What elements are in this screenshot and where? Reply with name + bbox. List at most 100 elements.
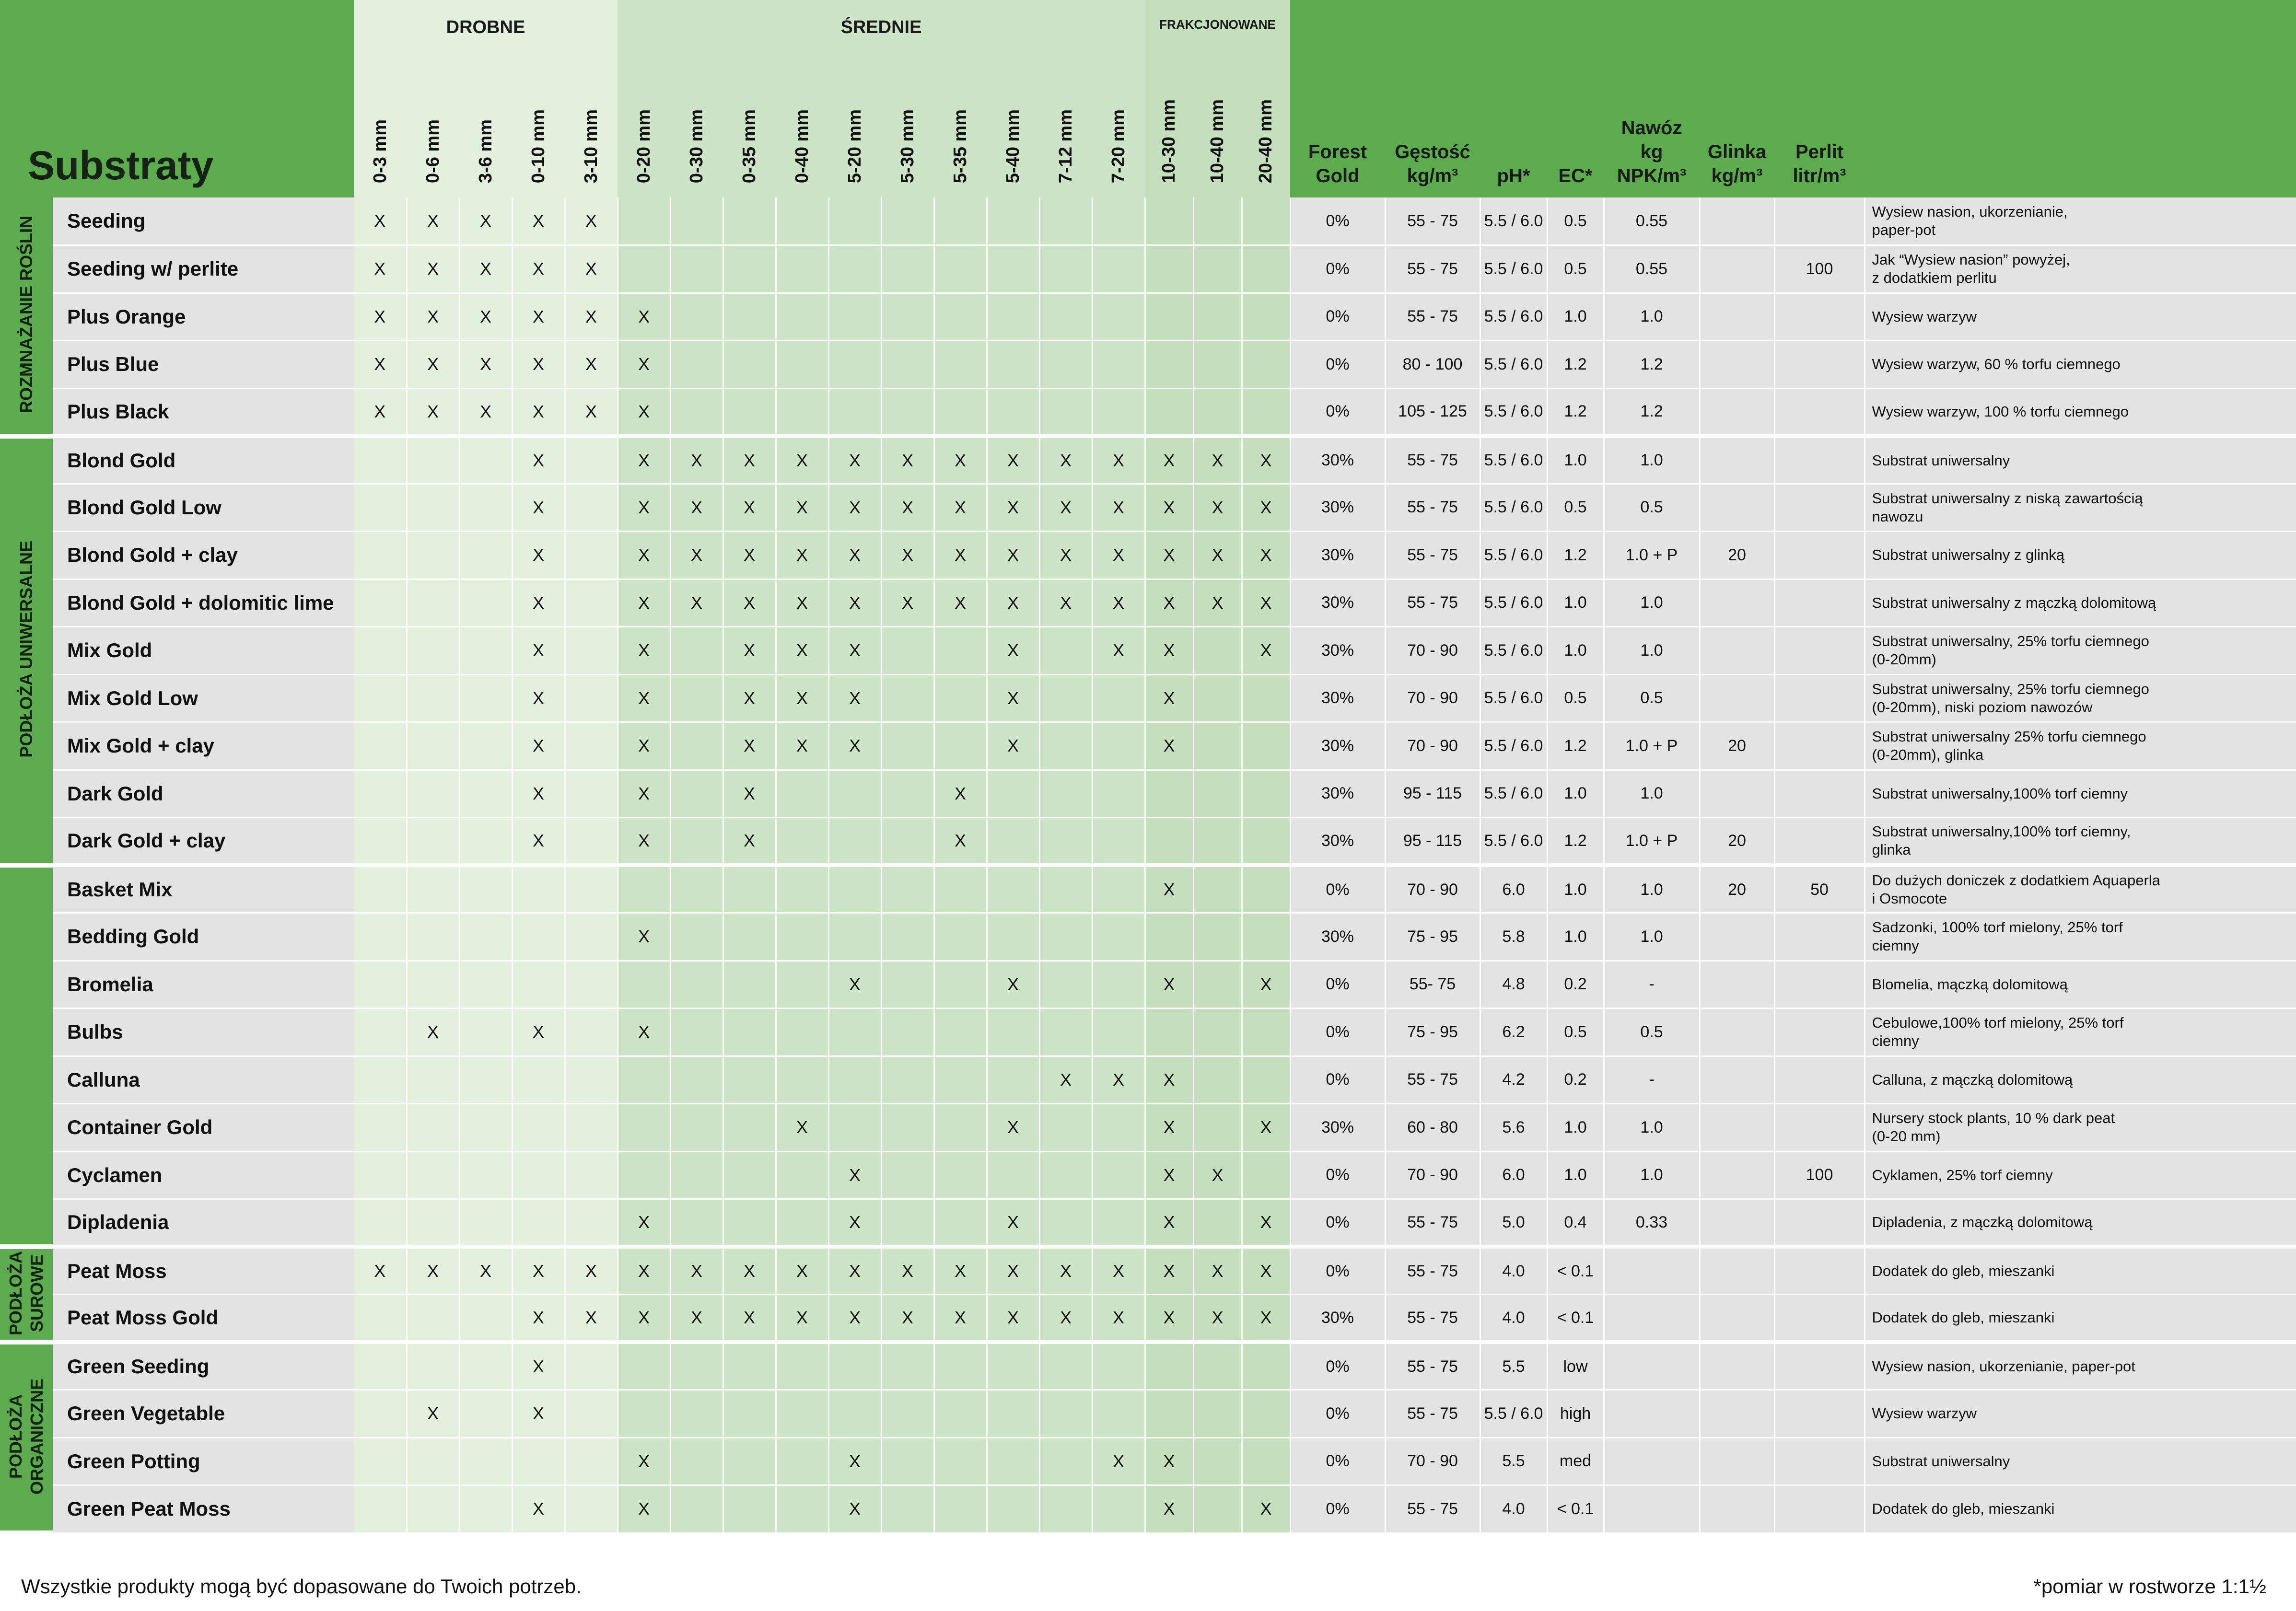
property-perlite (1774, 1247, 1865, 1295)
size-cell: X (1145, 1294, 1194, 1343)
property-clay: 20 (1700, 865, 1775, 914)
table-row: Blond Gold + clay X X X X X X X X X X X X X X 30% 55 - 7… (0, 531, 2296, 580)
size-cell: X (1145, 1485, 1194, 1534)
size-cell (987, 865, 1040, 914)
size-cell (881, 913, 935, 962)
size-cell (1039, 674, 1093, 723)
size-cell: X (1242, 484, 1291, 532)
property-clay (1700, 436, 1775, 485)
size-cell (1193, 1437, 1243, 1486)
size-cell (354, 674, 408, 723)
size-cell (354, 1342, 408, 1391)
property-fg: 0% (1290, 961, 1386, 1009)
product-description: Substrat uniwersalny,100% torf ciemny (1865, 770, 2296, 818)
property-ec: high (1547, 1390, 1605, 1438)
size-cell: X (987, 1247, 1040, 1295)
property-clay (1700, 1247, 1775, 1295)
size-cell (828, 1342, 882, 1391)
table-row: Dark Gold + clay X X X X 30% 95 - 115 5.5 / 6.0… (0, 817, 2296, 866)
size-cell: X (512, 579, 566, 627)
property-ec: 1.2 (1547, 340, 1605, 389)
size-cell: X (512, 484, 566, 532)
size-cell: X (565, 1247, 618, 1295)
size-cell: X (828, 674, 882, 723)
size-cell: X (512, 770, 566, 818)
property-npk (1604, 1485, 1701, 1534)
size-cell (934, 293, 988, 341)
property-npk: 0.5 (1604, 1008, 1701, 1057)
property-density: 60 - 80 (1385, 1103, 1481, 1152)
property-fg: 0% (1290, 1151, 1386, 1200)
property-density: 70 - 90 (1385, 722, 1481, 771)
size-cell (723, 1437, 777, 1486)
size-cell: X (987, 579, 1040, 627)
property-perlite (1774, 817, 1865, 866)
size-cell (987, 1342, 1040, 1391)
size-cell (670, 626, 724, 675)
size-cell: X (407, 245, 460, 294)
size-cell: X (618, 1437, 671, 1486)
property-npk: 1.0 (1604, 1151, 1701, 1200)
size-cell (776, 817, 829, 866)
property-perlite (1774, 1199, 1865, 1248)
property-density: 55 - 75 (1385, 1485, 1481, 1534)
property-fg: 0% (1290, 1008, 1386, 1057)
size-cell: X (1092, 436, 1146, 485)
size-cell: X (565, 245, 618, 294)
size-cell (512, 961, 566, 1009)
size-cell (618, 1342, 671, 1391)
size-cell (1242, 1342, 1291, 1391)
size-cell (407, 626, 460, 675)
property-ec: 1.0 (1547, 579, 1605, 627)
table-row: Blond Gold + dolomitic lime X X X X X X X X X X X X X… (0, 579, 2296, 627)
size-cell (723, 1056, 777, 1104)
property-ph: 4.0 (1480, 1294, 1548, 1343)
size-cell: X (1145, 1437, 1194, 1486)
property-clay (1700, 1485, 1775, 1534)
category-label: PODŁOŻA UNIWERSALNE (0, 436, 53, 868)
property-density: 105 - 125 (1385, 388, 1481, 437)
size-cell: X (1145, 531, 1194, 580)
property-density: 70 - 90 (1385, 1151, 1481, 1200)
property-ec: < 0.1 (1547, 1294, 1605, 1343)
size-header: 10-40 mm (1193, 0, 1242, 197)
product-description: Wysiew nasion, ukorzenianie, paper-pot (1865, 1342, 2296, 1391)
size-cell (987, 1151, 1040, 1200)
size-cell (987, 913, 1040, 962)
property-npk: 1.0 (1604, 770, 1701, 818)
size-cell (1092, 245, 1146, 294)
property-fg: 30% (1290, 579, 1386, 627)
size-cell: X (670, 1294, 724, 1343)
size-cell (723, 293, 777, 341)
size-cell (565, 770, 618, 818)
size-cell (1145, 388, 1194, 437)
size-cell (881, 1103, 935, 1152)
size-cell (1039, 1151, 1093, 1200)
size-cell (1193, 197, 1243, 246)
property-perlite (1774, 388, 1865, 437)
size-cell (723, 1342, 777, 1391)
property-npk: 1.0 (1604, 626, 1701, 675)
size-cell: X (512, 293, 566, 341)
size-cell (407, 1342, 460, 1391)
size-cell: X (512, 388, 566, 437)
product-description: Substrat uniwersalny z mączką dolomitową (1865, 579, 2296, 627)
size-cell (1039, 770, 1093, 818)
size-cell (1092, 770, 1146, 818)
property-ec: 0.5 (1547, 1008, 1605, 1057)
property-fg: 0% (1290, 197, 1386, 246)
property-ec: 1.2 (1547, 388, 1605, 437)
property-ec: 0.5 (1547, 245, 1605, 294)
property-npk: 1.0 (1604, 293, 1701, 341)
size-header: 3-6 mm (459, 0, 512, 197)
size-cell: X (776, 722, 829, 771)
size-cell: X (828, 1247, 882, 1295)
size-cell: X (828, 1294, 882, 1343)
table-row: ROZMNAŻANIE ROŚLIN Seeding X X X X X 0% 55 - 75 5… (0, 197, 2296, 439)
property-npk: 1.0 + P (1604, 722, 1701, 771)
size-cell: X (828, 1151, 882, 1200)
size-cell: X (1145, 1151, 1194, 1200)
size-cell (565, 1056, 618, 1104)
size-cell (776, 913, 829, 962)
size-cell: X (723, 1294, 777, 1343)
